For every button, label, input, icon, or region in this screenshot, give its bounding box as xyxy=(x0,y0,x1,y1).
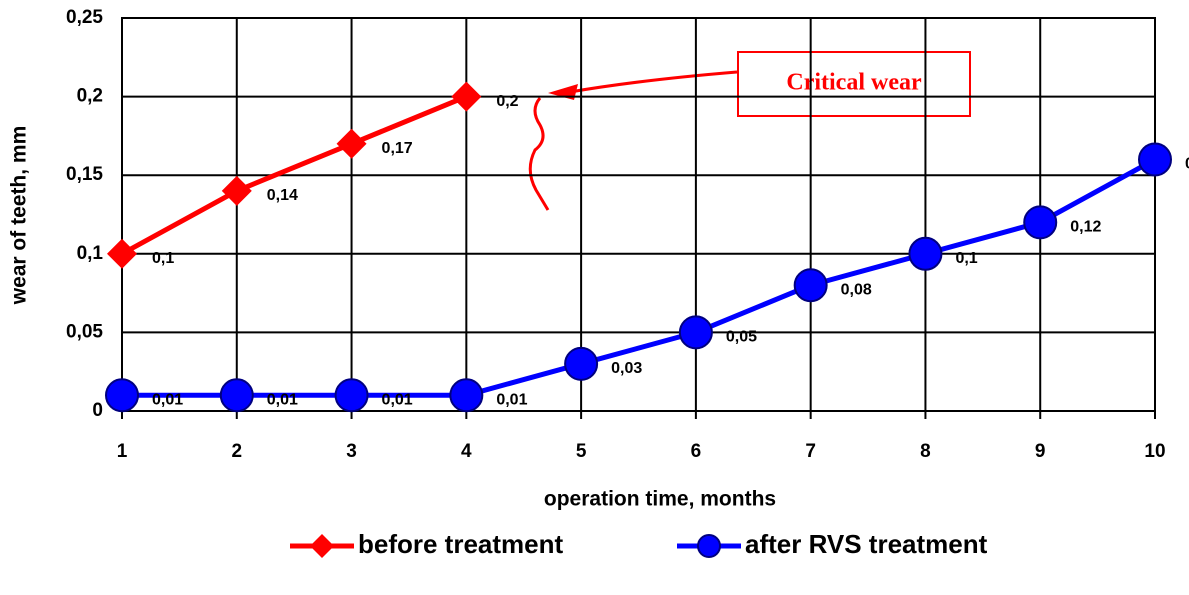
value-label: 0,01 xyxy=(382,391,413,408)
legend-label: before treatment xyxy=(358,529,563,559)
value-label: 0,03 xyxy=(611,360,642,377)
x-tick-label: 2 xyxy=(231,441,242,462)
series-line xyxy=(120,94,468,256)
x-tick-label: 1 xyxy=(117,441,128,462)
x-tick-label: 4 xyxy=(461,441,472,462)
x-tick-label: 7 xyxy=(805,441,816,462)
x-tick-label: 9 xyxy=(1035,441,1046,462)
annotation-box xyxy=(737,51,971,117)
annotation-squiggle xyxy=(528,97,550,211)
y-tick-label: 0,15 xyxy=(66,164,103,185)
data-point xyxy=(908,236,943,271)
data-point xyxy=(107,238,137,269)
y-tick-label: 0,2 xyxy=(77,86,103,107)
value-label: 0,1 xyxy=(152,250,174,267)
y-tick-label: 0 xyxy=(92,400,103,421)
data-point xyxy=(564,346,599,381)
y-tick-label: 0,1 xyxy=(77,243,104,264)
x-tick-label: 5 xyxy=(576,441,587,462)
value-label: 0,12 xyxy=(1070,219,1101,236)
legend-label: after RVS treatment xyxy=(745,529,988,559)
y-tick-label: 0,25 xyxy=(66,7,103,28)
annotation: Critical wear xyxy=(786,70,922,96)
value-label: 0,2 xyxy=(496,93,518,110)
data-point xyxy=(336,128,367,159)
value-label: 0,05 xyxy=(726,329,757,346)
legend-marker xyxy=(697,534,721,558)
legend-marker xyxy=(310,534,334,558)
annotation-arrow xyxy=(569,70,738,94)
plot-border xyxy=(121,17,1156,412)
value-label: 0,01 xyxy=(267,391,298,408)
y-tick-label: 0,05 xyxy=(66,321,103,342)
value-label: 0,14 xyxy=(267,187,298,204)
x-tick-label: 8 xyxy=(920,441,931,462)
data-point xyxy=(449,378,484,413)
x-tick-label: 3 xyxy=(346,441,357,462)
data-point xyxy=(793,268,828,303)
data-point xyxy=(451,81,482,112)
data-point xyxy=(678,315,713,350)
data-point xyxy=(1138,142,1172,177)
data-point xyxy=(221,175,252,206)
x-tick-label: 10 xyxy=(1144,441,1165,462)
value-label: 0,01 xyxy=(496,391,527,408)
x-tick-label: 6 xyxy=(691,441,702,462)
value-label: 0,01 xyxy=(152,391,183,408)
data-point xyxy=(1023,205,1058,240)
data-point xyxy=(334,378,369,413)
data-point xyxy=(219,378,254,413)
data-point xyxy=(105,378,139,413)
series-line xyxy=(122,157,1157,398)
value-label: 0,16 xyxy=(1185,156,1189,173)
value-label: 0,08 xyxy=(841,281,872,298)
x-axis-label: operation time, months xyxy=(544,488,776,511)
value-label: 0,17 xyxy=(382,140,413,157)
y-axis-label: wear of teeth, mm xyxy=(8,126,31,306)
value-label: 0,1 xyxy=(955,250,977,267)
